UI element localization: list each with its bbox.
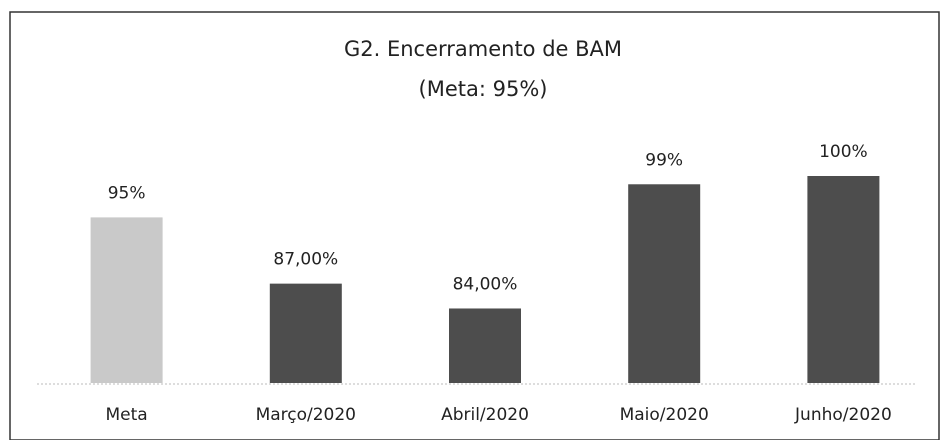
x-tick-label: Abril/2020	[441, 405, 529, 425]
x-tick-label: Junho/2020	[794, 405, 892, 425]
value-label: 84,00%	[453, 274, 518, 294]
bar	[90, 217, 163, 383]
value-label: 100%	[819, 142, 868, 162]
value-label: 95%	[108, 183, 146, 203]
bar	[807, 176, 880, 383]
chart-title: G2. Encerramento de BAM	[344, 37, 622, 61]
bar	[449, 308, 521, 383]
value-label: 99%	[645, 150, 683, 170]
bar	[628, 184, 701, 383]
x-tick-label: Maio/2020	[620, 405, 709, 425]
x-tick-label: Março/2020	[256, 405, 356, 425]
bar	[269, 283, 342, 383]
value-label: 87,00%	[273, 250, 338, 270]
chart-subtitle: (Meta: 95%)	[419, 77, 548, 101]
x-tick-label: Meta	[105, 405, 147, 425]
